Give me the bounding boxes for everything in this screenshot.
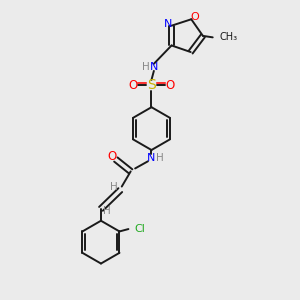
Text: O: O: [190, 12, 199, 22]
Text: N: N: [147, 153, 156, 163]
Text: O: O: [165, 79, 175, 92]
Text: H: H: [103, 206, 111, 216]
Text: H: H: [156, 153, 164, 163]
Text: Cl: Cl: [134, 224, 145, 234]
Text: S: S: [147, 78, 156, 92]
Text: N: N: [164, 20, 172, 29]
Text: H: H: [110, 182, 118, 192]
Text: N: N: [150, 62, 158, 72]
Text: H: H: [142, 62, 150, 72]
Text: O: O: [128, 79, 138, 92]
Text: CH₃: CH₃: [220, 32, 238, 42]
Text: O: O: [108, 150, 117, 163]
